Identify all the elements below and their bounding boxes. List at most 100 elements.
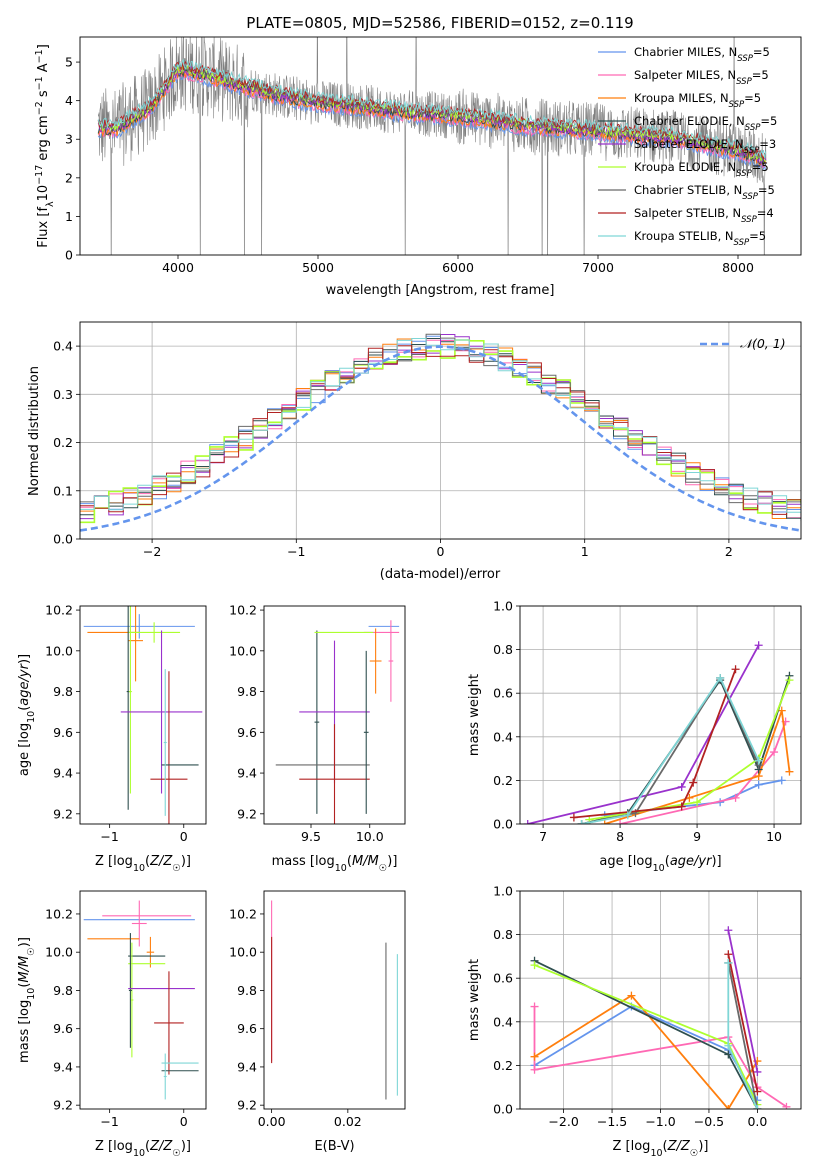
weight-line-6 [727, 962, 759, 1109]
x-tick-label: 10.0 [356, 829, 384, 844]
age_vs_z-ylabel: age [log10(age/yr)] [17, 654, 37, 776]
weight-marker [623, 811, 632, 820]
weight-line-2 [534, 994, 759, 1109]
weight-marker [770, 748, 779, 757]
weight-marker [724, 1105, 733, 1109]
x-tick-label: 6000 [442, 260, 474, 275]
weight-marker [785, 676, 794, 685]
x-tick-label: 0 [437, 544, 445, 559]
y-tick-label: 4 [65, 93, 73, 108]
legend-label: Chabrier ELODIE, NSSP=5 [634, 114, 777, 133]
legend-label: Salpeter ELODIE, NSSP=3 [634, 137, 776, 156]
y-tick-label: 10.2 [229, 603, 257, 618]
x-tick-label: −1 [100, 1114, 118, 1129]
mass_vs_z-plot-area [83, 900, 199, 1100]
y-tick-label: 0.2 [53, 435, 73, 450]
weight-marker [693, 798, 702, 807]
x-tick-label: 0 [180, 1114, 188, 1129]
age_vs_mass-xlabel: mass [log10(M/M☉)] [272, 854, 398, 874]
legend-label: Chabrier MILES, NSSP=5 [634, 45, 770, 64]
y-tick-label: 9.8 [53, 684, 73, 699]
weight-marker [731, 665, 740, 674]
x-tick-label: −1 [287, 544, 305, 559]
histogram-line-2 [80, 338, 801, 521]
x-tick-label: 7000 [582, 260, 614, 275]
y-tick-label: 9.8 [53, 983, 73, 998]
legend-label: Kroupa ELODIE, NSSP=5 [634, 160, 769, 179]
mass_vs_z-axes: −1 0 9.2 9.4 9.6 9.8 10.0 10.2 Z [log10(Z/Z☉)] ma… [17, 906, 191, 1158]
weight-marker [724, 950, 733, 959]
weight-marker [753, 1087, 762, 1096]
weight_vs_age-ylabel: mass weight [467, 674, 482, 756]
errorbar-point-7 [299, 724, 370, 824]
weight-marker [785, 767, 794, 776]
weight-marker [753, 1105, 762, 1109]
y-tick-label: 1 [65, 209, 73, 224]
errorbar-point-10 [154, 971, 184, 1075]
y-tick-label: 10.2 [45, 906, 73, 921]
weight-marker [627, 991, 636, 1000]
errorbar-point-13 [163, 1053, 167, 1100]
y-tick-label: 0.2 [493, 1058, 513, 1073]
errorbar-point-2 [131, 900, 147, 947]
x-tick-label: 9.5 [301, 829, 321, 844]
histogram-line-1 [80, 339, 801, 519]
errorbar-point-0 [83, 614, 195, 639]
age_vs_z-axes: −1 0 9.2 9.4 9.6 9.8 10.0 10.2 Z [log10(Z/Z☉)] ag… [17, 603, 191, 874]
weight-line-4 [727, 930, 759, 1073]
histogram-line-4 [80, 334, 801, 520]
y-tick-label: 0.4 [493, 729, 513, 744]
y-tick-label: 9.4 [53, 766, 73, 781]
weight-marker [777, 776, 786, 785]
weight-marker [530, 1065, 539, 1074]
x-tick-label: 5000 [302, 260, 334, 275]
y-tick-label: 0.0 [493, 1102, 513, 1117]
age_vs_z-xlabel: Z [log10(Z/Z☉)] [95, 854, 191, 874]
residuals-plot-area [80, 333, 801, 532]
x-tick-label: −2.0 [548, 1114, 578, 1129]
y-tick-label: 0.6 [493, 971, 513, 986]
weight-marker [530, 961, 539, 970]
x-tick-label: 1 [581, 544, 589, 559]
weight-marker [753, 1067, 762, 1076]
weight-marker [577, 820, 586, 824]
y-tick-label: 10.0 [45, 945, 73, 960]
spectrum-axes: 4000 5000 6000 7000 8000 0 1 2 3 4 5 wavelength [An… [34, 44, 754, 298]
model-spectrum-line-8 [97, 58, 767, 159]
weight-marker [616, 820, 625, 824]
weight-marker [724, 958, 733, 967]
histogram-line-6 [80, 333, 801, 514]
y-tick-label: 9.6 [237, 725, 257, 740]
y-tick-label: 0 [65, 248, 73, 263]
observed-spectrum-line [97, 37, 767, 255]
age_vs_mass-axes: 9.5 10.0 9.2 9.4 9.6 9.8 10.0 10.2 mass [log10(M… [229, 603, 397, 874]
weight_vs_age-axes: 7 8 9 10 0.0 0.2 0.4 0.6 0.8 1.0 age [log10(age/yr… [467, 599, 801, 874]
y-tick-label: 9.6 [53, 725, 73, 740]
x-tick-label: 0 [180, 829, 188, 844]
spectrum-ylabel: Flux [fλ10−17 erg cm−2 s−1 A−1] [34, 44, 56, 248]
age_vs_z-frame [79, 605, 207, 825]
weight_vs_z-ylabel: mass weight [467, 959, 482, 1041]
y-tick-label: 9.4 [237, 766, 257, 781]
weight-marker [754, 780, 763, 789]
weight-marker [677, 802, 686, 811]
mass_vs_z-ylabel: mass [log10(M/M☉)] [17, 937, 37, 1063]
weight_vs_age-plot-area [523, 641, 794, 824]
weight-marker [530, 1002, 539, 1011]
weight-marker [754, 756, 763, 765]
histogram-line-8 [80, 338, 801, 513]
weight-marker [523, 820, 532, 824]
errorbar-point-9 [363, 650, 369, 814]
y-tick-label: 10.0 [229, 643, 257, 658]
weight_vs_age-frame [519, 605, 802, 825]
y-tick-label: 10.2 [229, 906, 257, 921]
x-tick-label: 8 [616, 829, 624, 844]
residuals-frame [79, 321, 802, 540]
weight_vs_z-plot-area [530, 926, 791, 1109]
mass_vs_z-frame [79, 890, 207, 1110]
x-tick-label: 0.02 [334, 1114, 362, 1129]
weight-marker [600, 820, 609, 824]
y-tick-label: 9.2 [53, 806, 73, 821]
weight-marker [731, 793, 740, 802]
